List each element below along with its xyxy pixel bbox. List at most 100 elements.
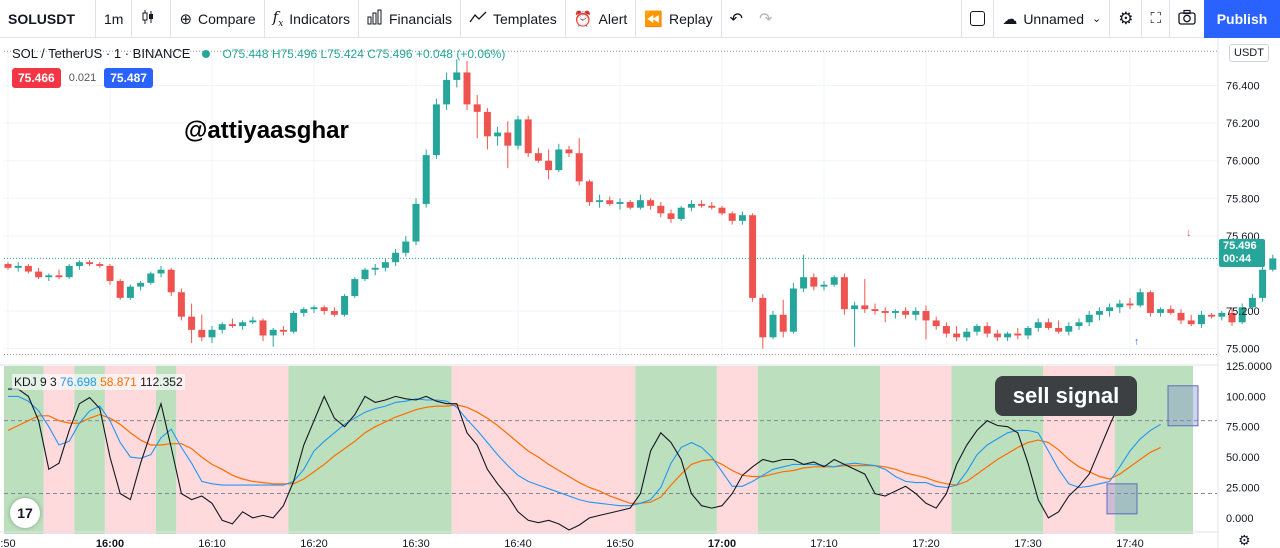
candle-body [1269,258,1277,270]
kdj-axis-tick: 0.000 [1226,513,1254,525]
up-arrow-marker: ↑ [1134,337,1139,348]
publish-button[interactable]: Publish [1204,0,1280,38]
candle-body [891,311,899,313]
candle-body [147,273,155,283]
candle-body [279,329,287,332]
kdj-legend[interactable]: KDJ 9 3 76.698 58.871 112.352 [12,374,185,390]
redo-icon: ↷ [758,10,773,28]
buy-price-button[interactable]: 75.487 [104,68,153,88]
candle-body [4,264,12,268]
kdj-d-value: 58.871 [100,375,137,389]
rewind-icon: ⏪ [644,10,663,28]
fullscreen-button[interactable]: ⛶ [1142,0,1170,38]
candle-body [1177,312,1185,321]
indicators-button[interactable]: fx Indicators [265,0,359,38]
camera-icon [1178,9,1196,28]
candle-body [881,311,889,313]
bar-chart-icon [367,9,383,29]
candle-body [1228,312,1236,323]
candle-body [228,324,236,327]
alert-button[interactable]: ⏰ Alert [566,0,637,38]
redo-button[interactable]: ↷ [751,0,780,38]
currency-badge[interactable]: USDT [1229,44,1269,62]
gear-icon: ⚙ [1118,8,1134,28]
templates-button[interactable]: Templates [461,0,566,38]
sell-price-button[interactable]: 75.466 [12,68,61,88]
candle-body [86,262,94,265]
financials-button[interactable]: Financials [359,0,461,38]
time-axis-tick: 16:00 [96,538,124,548]
candle-body [1004,333,1012,338]
candle-body [932,320,940,327]
time-axis-tick: :50 [0,538,15,548]
publish-label: Publish [1216,10,1268,27]
candle-body [1065,326,1073,332]
candle-body [912,311,920,315]
candle-body [432,104,440,156]
symbol-search-button[interactable]: SOLUSDT [0,0,96,38]
settings-button[interactable]: ⚙ [1110,0,1143,38]
candle-body [167,269,175,293]
candle-body [361,269,369,280]
candle-body [1024,327,1032,336]
candle-body [208,329,216,338]
time-axis-tick: 16:50 [606,538,634,548]
candle-body [1034,322,1042,328]
candle-body [1167,309,1175,313]
candle-body [963,331,971,338]
last-price-value: 75.496 [1223,240,1257,252]
axis-settings-icon[interactable]: ⚙ [1238,532,1251,548]
bearish-zone [880,366,952,534]
candle-body [392,252,400,263]
candle-body [871,309,879,312]
candle-body [96,264,104,266]
candle-body [330,311,338,315]
candle-body [1238,307,1246,323]
candle-body [1014,333,1022,336]
price-axis-tick: 75.800 [1226,193,1260,205]
candle-body [973,326,981,332]
undo-button[interactable]: ↶ [722,0,751,38]
time-axis-tick: 16:30 [402,538,430,548]
layout-name-button[interactable]: ☁ Unnamed ⌄ [994,0,1111,38]
candle-body [851,305,859,310]
candle-body [738,215,746,221]
candle-body [504,132,512,146]
candle-body [718,207,726,214]
candle-body [1085,314,1093,323]
candle-body [1106,307,1114,312]
alarm-clock-icon: ⏰ [573,10,593,28]
fx-icon: fx [272,8,284,29]
square-icon [970,11,986,26]
time-axis-tick: 17:20 [912,538,940,548]
kdj-j-line [8,381,1131,531]
chart-style-button[interactable] [132,0,172,38]
tradingview-logo[interactable]: 17 [10,498,40,528]
candle-body [137,282,145,287]
candle-body [942,326,950,334]
candle-body [1146,292,1154,313]
candle-body [616,202,624,204]
candle-body [810,277,818,287]
candle-body [75,262,83,266]
chart-overlays: ↓↑ [4,50,1217,515]
indicators-label: Indicators [289,10,350,27]
snapshot-button[interactable] [1170,0,1204,38]
time-axis-tick: 16:10 [198,538,226,548]
candle-body [840,277,848,310]
candle-body [524,119,532,154]
candle-body [177,292,185,317]
replay-button[interactable]: ⏪ Replay [636,0,722,38]
time-axis-tick: 17:40 [1116,538,1144,548]
candle-body [1116,303,1124,308]
interval-button[interactable]: 1m [96,0,133,38]
chart-canvas[interactable]: ↓↑ 76.40076.20076.00075.80075.60075.2007… [0,38,1280,548]
fullscreen-select-button[interactable] [961,0,995,38]
candle-body [24,265,32,272]
symbol-legend: SOL / TetherUS · 1 · BINANCE O75.448 H75… [12,46,505,61]
compare-button[interactable]: ⊕ Compare [171,0,265,38]
candle-body [830,277,838,285]
candle-body [1095,311,1103,315]
candle-body [789,288,797,332]
price-axis-tick: 75.200 [1226,306,1260,318]
